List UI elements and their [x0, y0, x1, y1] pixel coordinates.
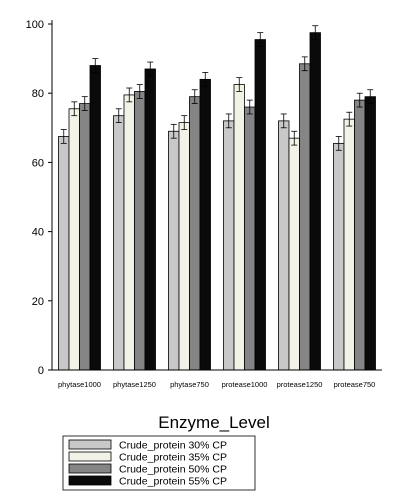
bar — [79, 103, 91, 371]
x-tick-label: phytase750 — [170, 380, 209, 389]
x-tick-label: protease1250 — [277, 380, 323, 389]
legend-swatch — [68, 451, 112, 462]
legend-swatch — [68, 439, 112, 450]
legend-label: Crude_protein 50% CP — [119, 464, 227, 476]
legend-label: Crude_protein 30% CP — [119, 440, 227, 452]
x-axis-label: Enzyme_Level — [158, 413, 270, 432]
bar — [189, 96, 201, 371]
bar — [144, 68, 156, 371]
bar — [254, 39, 266, 371]
bar — [58, 136, 70, 371]
bar — [343, 118, 355, 371]
bar — [309, 32, 321, 371]
bar — [288, 137, 300, 371]
bar — [178, 122, 190, 371]
legend-swatch — [68, 475, 112, 486]
y-tick-label: 60 — [32, 157, 44, 169]
bar — [333, 142, 345, 371]
bar — [354, 99, 366, 371]
bar — [364, 96, 376, 371]
x-tick-label: protease750 — [334, 380, 376, 389]
bar — [68, 108, 80, 371]
y-tick-label: 20 — [32, 296, 44, 308]
x-tick-label: phytase1000 — [58, 380, 101, 389]
bar — [299, 63, 311, 371]
bar — [233, 84, 245, 371]
y-tick-label: 0 — [38, 365, 44, 377]
bar — [199, 78, 211, 371]
legend-swatch — [68, 463, 112, 474]
bar — [168, 130, 180, 371]
y-tick-label: 40 — [32, 227, 44, 239]
axes-layer: 0 20 40 60 80 100 phytase1000 phytase1250 phytas… — [26, 19, 382, 389]
bar — [244, 106, 256, 371]
bar — [223, 120, 235, 371]
x-tick-label: phytase1250 — [113, 380, 156, 389]
bar — [89, 65, 101, 371]
y-tick-label: 100 — [26, 19, 44, 31]
legend-label: Crude_protein 55% CP — [119, 476, 227, 488]
bar — [123, 94, 135, 371]
bar — [134, 91, 146, 371]
bar — [113, 115, 125, 371]
x-tick-label: protease1000 — [222, 380, 268, 389]
legend-label: Crude_protein 35% CP — [119, 452, 227, 464]
y-tick-label: 80 — [32, 88, 44, 100]
bars-layer — [58, 25, 376, 371]
bar — [278, 120, 290, 371]
